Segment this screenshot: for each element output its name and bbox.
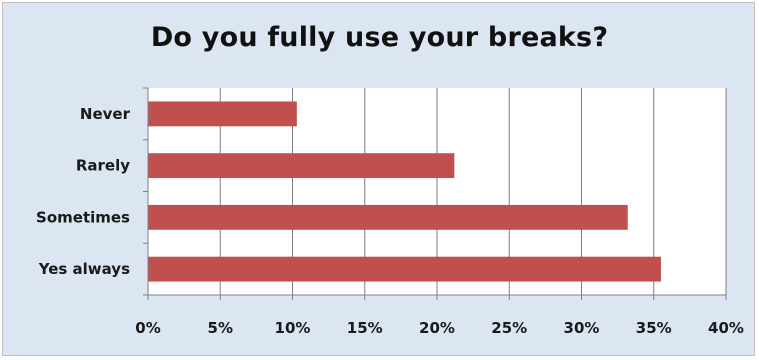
tick-labels: 0% 5% 10% 15% 20% 25% 30% 35% 40% <box>135 319 744 337</box>
bars <box>148 101 661 282</box>
category-labels: Never Rarely Sometimes Yes always <box>36 105 131 278</box>
x-tick-label: 40% <box>708 319 744 337</box>
chart-title: Do you fully use your breaks? <box>150 22 609 53</box>
bar <box>148 153 455 179</box>
category-label: Yes always <box>38 260 130 278</box>
category-label: Rarely <box>76 157 130 175</box>
bar <box>148 101 297 127</box>
category-label: Never <box>80 105 131 123</box>
x-tick-label: 35% <box>636 319 672 337</box>
x-tick-label: 10% <box>275 319 311 337</box>
x-tick-label: 0% <box>135 319 160 337</box>
category-label: Sometimes <box>36 208 130 226</box>
bar <box>148 204 628 230</box>
x-tick-label: 20% <box>419 319 455 337</box>
x-tick-label: 15% <box>347 319 383 337</box>
axes <box>143 87 726 296</box>
bar <box>148 256 661 282</box>
x-tick-label: 5% <box>208 319 233 337</box>
x-tick-label: 30% <box>564 319 600 337</box>
x-tick-label: 25% <box>491 319 527 337</box>
